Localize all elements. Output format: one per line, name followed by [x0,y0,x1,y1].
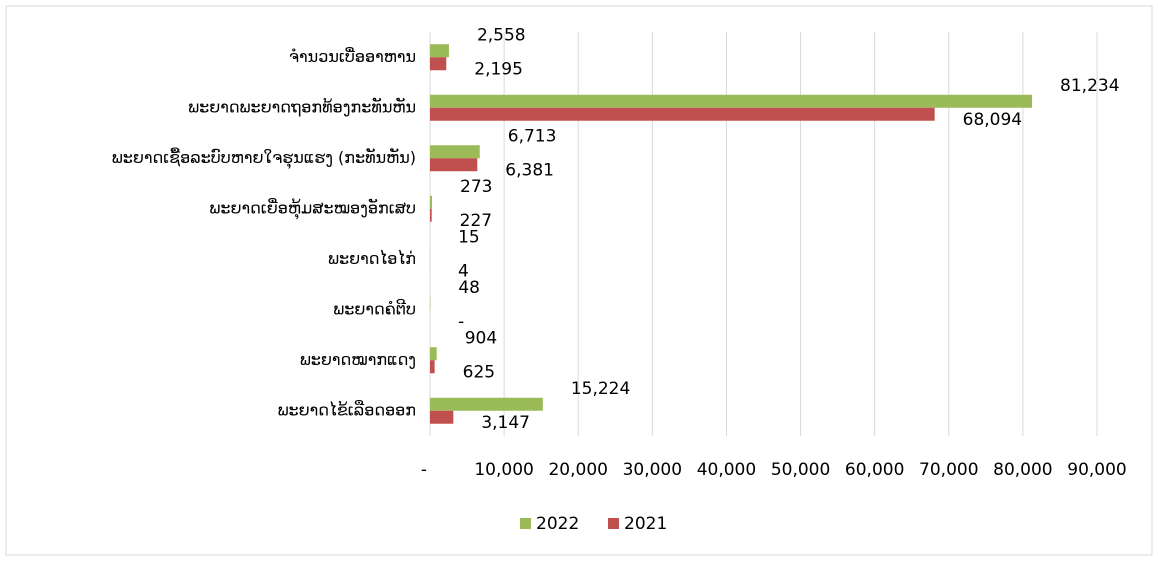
y-tick-label: ພະຍາດເຊື້ອລະບົບຫາຍໃຈຮຸນແຮງ (ກະທັນຫັນ) [112,148,416,169]
bar [430,94,1033,108]
y-tick-label: ພະຍາດໄອໄກ່ [328,249,416,268]
y-tick-label: ພະຍາດໝາກແດງ [300,350,416,369]
bar [430,44,449,58]
data-label: 15 [458,227,480,247]
x-tick-label: 20,000 [548,460,607,480]
legend-swatch [608,518,619,529]
bar [430,158,478,172]
data-label: 6,381 [505,160,554,180]
data-label: 2,195 [474,59,523,79]
legend-label: 2021 [624,514,667,534]
legend-swatch [520,518,531,529]
data-label: 904 [465,328,497,348]
y-tick-label: ພະຍາດພະຍາດຖອກທ້ອງກະທັນຫັນ [188,97,416,116]
x-tick-label: 10,000 [474,460,533,480]
data-label: 4 [458,261,469,281]
data-label: 625 [463,362,495,382]
x-tick-label: 30,000 [623,460,682,480]
bar [430,347,437,361]
data-label: 6,713 [508,126,557,146]
bar [430,107,935,121]
bar [430,195,433,209]
x-tick-label: - [421,460,427,480]
bar [430,57,447,71]
bar [430,145,480,159]
y-tick-label: ພະຍາດໄຂ້ເລືອດອອກ [278,400,416,419]
x-tick-label: 80,000 [993,460,1052,480]
bar [430,360,435,374]
data-label: 2,558 [477,25,526,45]
x-tick-label: 40,000 [697,460,756,480]
bar [430,208,432,222]
bar [430,410,454,424]
y-tick-label: ພະຍາດເຍື່ອຫຸ້ມສະໝອງອັກເສບ [209,198,416,219]
data-label: 68,094 [963,110,1022,130]
x-tick-label: 90,000 [1067,460,1126,480]
data-label: 81,234 [1060,76,1119,96]
data-label: 15,224 [571,379,630,399]
y-tick-label: ຈຳນວນເບື່ອອາຫານ [289,47,416,66]
x-tick-label: 70,000 [919,460,978,480]
bar [430,397,543,411]
data-label: 48 [458,278,480,298]
data-label: - [458,312,464,332]
data-label: 227 [460,211,492,231]
legend-label: 2022 [536,514,579,534]
data-label: 3,147 [481,413,530,433]
x-tick-label: 60,000 [845,460,904,480]
y-tick-label: ພະຍາດຄໍຕີບ [333,299,416,318]
x-tick-label: 50,000 [771,460,830,480]
data-label: 273 [460,177,492,197]
